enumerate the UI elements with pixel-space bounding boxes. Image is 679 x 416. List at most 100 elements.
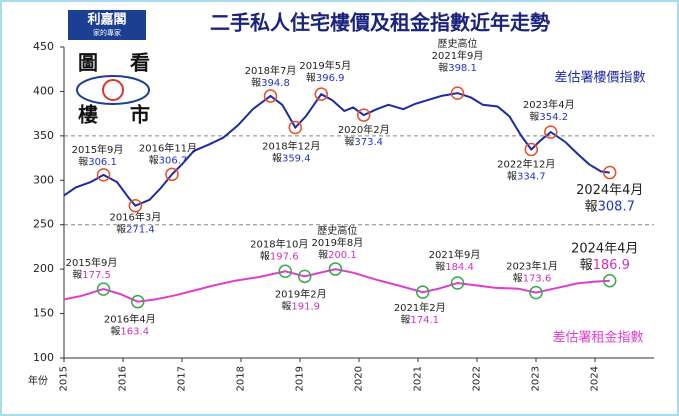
value-number: 359.4 <box>282 154 311 165</box>
point-date-label: 2019年5月 <box>299 59 351 72</box>
slogan-char: 圖 <box>78 51 98 75</box>
logo-name: 利嘉閣 <box>87 12 126 28</box>
point-value-label: 報306.1 <box>78 156 117 168</box>
value-prefix: 報 <box>400 314 410 326</box>
point-marker <box>96 168 111 182</box>
value-prefix: 報 <box>435 261 445 273</box>
point-date-label: 2019年2月 <box>275 287 327 300</box>
point-marker <box>415 285 430 299</box>
value-prefix: 報 <box>72 269 82 281</box>
point-marker <box>131 294 145 309</box>
logo-tagline: 家的專家 <box>93 28 121 37</box>
value-prefix: 報 <box>529 111 539 123</box>
value-prefix: 報 <box>281 300 291 312</box>
point-marker <box>288 120 303 135</box>
point-value-label: 報163.4 <box>110 326 149 338</box>
y-tick-label: 300 <box>33 173 54 186</box>
value-number: 200.1 <box>328 250 357 261</box>
value-prefix: 報 <box>116 224 126 236</box>
x-tick-label: 2019 <box>295 366 306 391</box>
value-number: 177.5 <box>82 270 111 281</box>
point-date-label: 2015年9月 <box>66 256 118 269</box>
point-value-label: 報354.2 <box>529 111 568 123</box>
point-marker <box>450 276 465 290</box>
value-number: 354.2 <box>539 112 568 123</box>
value-prefix: 報 <box>513 273 523 285</box>
value-number: 271.4 <box>126 225 155 236</box>
point-date-label: 2021年2月 <box>394 301 446 314</box>
x-tick-label: 2021 <box>413 366 424 391</box>
point-date-label: 2018年10月 <box>250 237 308 250</box>
value-prefix: 報 <box>585 199 598 214</box>
value-prefix: 報 <box>438 62 448 74</box>
value-number: 394.8 <box>261 78 290 89</box>
x-tick-label: 2022 <box>472 366 483 391</box>
point-date-label: 2015年9月 <box>72 143 124 156</box>
x-tick-label: 2016 <box>118 366 129 391</box>
value-number: 396.9 <box>316 73 345 84</box>
point-date-label: 2019年8月 <box>311 236 363 249</box>
point-marker <box>356 108 371 122</box>
y-tick-label: 350 <box>33 129 54 142</box>
y-tick-label: 250 <box>33 218 54 231</box>
point-value-label: 報200.1 <box>318 249 357 261</box>
x-tick-label: 2015 <box>59 366 70 391</box>
x-tick-label: 2017 <box>177 366 188 391</box>
value-number: 306.1 <box>88 157 117 168</box>
value-number: 306.7 <box>159 155 188 166</box>
point-date-label: 2016年11月 <box>139 141 197 154</box>
chart-title: 二手私人住宅樓價及租金指數近年走勢 <box>210 11 550 35</box>
point-marker <box>263 89 278 103</box>
y-tick-label: 450 <box>33 40 54 53</box>
point-marker <box>603 274 617 288</box>
x-tick-label: 2018 <box>236 366 247 391</box>
point-date-label: 2018年7月 <box>245 64 297 77</box>
y-tick-label: 200 <box>33 262 54 275</box>
value-number: 373.4 <box>354 137 383 148</box>
value-prefix: 報 <box>149 154 159 166</box>
point-marker <box>314 87 328 101</box>
value-prefix: 報 <box>272 153 282 165</box>
eye <box>76 75 150 105</box>
value-number: 191.9 <box>291 301 320 312</box>
point-date-label: 2023年1月 <box>506 260 558 273</box>
value-number: 197.6 <box>270 251 299 262</box>
point-value-label: 報186.9 <box>580 257 630 272</box>
point-marker <box>450 86 465 100</box>
value-prefix: 報 <box>344 136 354 148</box>
highlight-label: 歷史高位 <box>438 37 478 50</box>
point-value-label: 報306.7 <box>149 154 188 166</box>
point-marker <box>529 285 543 300</box>
point-date-label: 2024年4月 <box>576 183 643 198</box>
series-line <box>63 268 610 303</box>
legend-entry: 差估署租金指數 <box>552 330 643 346</box>
x-tick-label: 2024 <box>590 366 601 391</box>
x-tick-label: 2023 <box>531 366 542 391</box>
y-tick-label: 400 <box>33 84 54 97</box>
value-number: 173.6 <box>523 274 552 285</box>
eye-iris <box>102 79 124 101</box>
point-date-label: 2018年12月 <box>262 140 320 153</box>
point-marker <box>128 198 143 213</box>
slogan-char: 市 <box>130 103 150 127</box>
value-number: 184.4 <box>445 262 474 273</box>
point-value-label: 報184.4 <box>435 261 474 273</box>
point-value-label: 報396.9 <box>306 72 345 84</box>
value-number: 398.1 <box>448 63 477 74</box>
highlight-label: 歷史高位 <box>317 224 357 237</box>
logo: 利嘉閣 家的專家 圖 看 樓 市 <box>68 10 150 127</box>
point-date-label: 2021年9月 <box>429 248 481 261</box>
value-number: 163.4 <box>120 327 149 338</box>
point-value-label: 報334.7 <box>507 170 546 182</box>
point-date-label: 2023年4月 <box>523 98 575 111</box>
point-value-label: 報373.4 <box>344 136 383 148</box>
point-value-label: 報398.1 <box>438 62 477 74</box>
y-tick-label: 100 <box>33 351 54 364</box>
point-value-label: 報308.7 <box>585 199 635 214</box>
point-value-label: 報271.4 <box>116 224 155 236</box>
point-marker <box>524 142 539 157</box>
legend-entry: 差估署樓價指數 <box>554 71 645 86</box>
value-number: 334.7 <box>517 171 546 182</box>
